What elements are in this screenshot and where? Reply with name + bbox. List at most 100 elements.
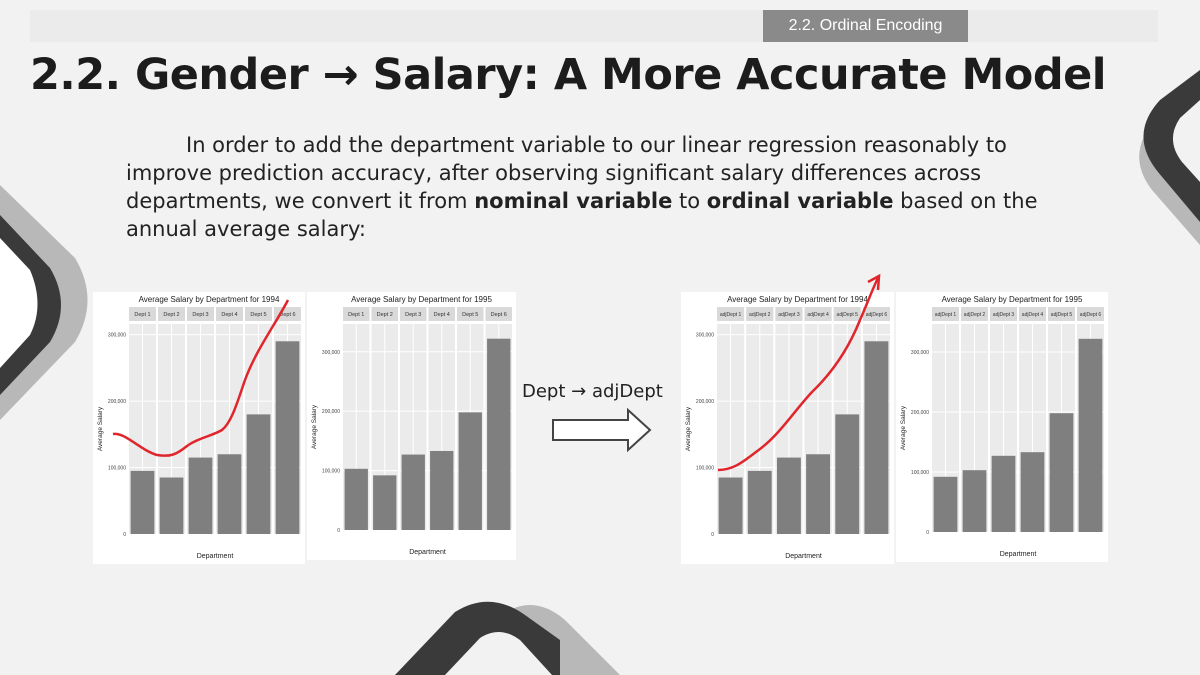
panel-label: adjDept 3: [993, 312, 1015, 318]
bar: [1078, 338, 1103, 532]
y-tick-label: 200,000: [696, 399, 714, 405]
para-text-2: to: [672, 189, 707, 213]
bar: [246, 414, 271, 534]
panel-strip: [371, 307, 398, 321]
bar: [344, 468, 368, 530]
description-paragraph: In order to add the department variable …: [126, 131, 1086, 243]
bar: [1049, 413, 1074, 532]
bar: [991, 455, 1016, 532]
panel-strip: [1048, 307, 1075, 321]
bar: [806, 454, 831, 534]
bar: [747, 470, 772, 534]
bar: [458, 412, 482, 530]
bar: [217, 454, 242, 534]
chart-1995-original: Average Salary by Department for 1995 Dep…: [307, 292, 516, 560]
bar: [159, 477, 184, 534]
section-badge: 2.2. Ordinal Encoding: [763, 10, 968, 42]
panel-label: Dept 5: [462, 312, 478, 318]
y-tick-label: 200,000: [322, 409, 340, 415]
panel-label: adjDept 3: [778, 312, 800, 318]
bar: [130, 470, 155, 534]
panel-strip: [1019, 307, 1046, 321]
panel-label: adjDept 2: [964, 312, 986, 318]
panel-label: adjDept 2: [749, 312, 771, 318]
bar: [188, 457, 213, 534]
transform-label: Dept → adjDept: [522, 381, 663, 402]
x-axis-label: Department: [1000, 551, 1037, 558]
bar: [430, 450, 454, 530]
bar: [864, 341, 889, 534]
y-tick-label: 0: [926, 530, 929, 536]
y-axis-label: Average Salary: [685, 406, 692, 451]
panel-label: Dept 6: [279, 312, 295, 318]
y-tick-label: 100,000: [322, 469, 340, 475]
y-tick-label: 200,000: [108, 399, 126, 405]
left-deco-white: [0, 238, 38, 368]
panel-strip: [961, 307, 988, 321]
bar: [835, 414, 860, 534]
top-bar: [30, 10, 1158, 42]
panel-label: adjDept 4: [1022, 312, 1044, 318]
panel-strip: [400, 307, 427, 321]
bar: [401, 454, 425, 530]
panel-label: Dept 1: [348, 312, 364, 318]
panel-label: Dept 4: [434, 312, 450, 318]
x-axis-label: Department: [409, 549, 446, 556]
y-tick-label: 200,000: [911, 410, 929, 416]
bar: [275, 341, 300, 534]
panel-label: adjDept 6: [1080, 312, 1102, 318]
bottom-deco-white: [445, 631, 552, 675]
panel-label: adjDept 5: [837, 312, 859, 318]
chart-1994-original: Average Salary by Department for 1994 Dep…: [93, 292, 305, 564]
panel-label: adjDept 4: [807, 312, 829, 318]
x-axis-label: Department: [197, 553, 234, 560]
panel-strip: [457, 307, 484, 321]
right-deco-dark: [1143, 70, 1200, 222]
bar: [487, 338, 511, 530]
para-bold-nominal: nominal variable: [474, 189, 673, 213]
x-axis-label: Department: [785, 553, 822, 560]
panel-strip: [990, 307, 1017, 321]
panel-label: adjDept 1: [720, 312, 742, 318]
panel-label: Dept 5: [250, 312, 266, 318]
chart-1994-adjusted: Average Salary by Department for 1994 adj…: [681, 292, 894, 564]
panel-strip: [1077, 307, 1104, 321]
y-axis-label: Average Salary: [900, 405, 907, 450]
slide-title: 2.2. Gender → Salary: A More Accurate Mo…: [30, 50, 1107, 100]
y-tick-label: 100,000: [108, 466, 126, 472]
y-axis-label: Average Salary: [97, 406, 104, 451]
chart-title: Average Salary by Department for 1995: [942, 295, 1083, 304]
y-tick-label: 0: [123, 532, 126, 538]
chart-1995-original-svg: Average Salary by Department for 1995 Dep…: [311, 295, 512, 556]
panel-label: Dept 4: [221, 312, 237, 318]
y-tick-label: 100,000: [696, 466, 714, 472]
y-tick-label: 300,000: [911, 350, 929, 356]
right-deco-white: [1172, 100, 1200, 182]
panel-strip: [428, 307, 455, 321]
chart-1994-original-svg: Average Salary by Department for 1994 Dep…: [97, 295, 301, 560]
para-text-1: In order to add the department variable …: [126, 133, 1007, 213]
panel-strip: [485, 307, 512, 321]
chart-title: Average Salary by Department for 1994: [139, 295, 280, 304]
para-bold-ordinal: ordinal variable: [706, 189, 894, 213]
y-tick-label: 0: [337, 528, 340, 534]
para-text-3: based on the annual average salary:: [126, 189, 1038, 241]
bar: [1020, 452, 1045, 532]
bar: [718, 477, 743, 534]
panel-strip: [932, 307, 959, 321]
chart-1995-adjusted: Average Salary by Department for 1995 adj…: [896, 292, 1108, 562]
panel-label: Dept 2: [163, 312, 179, 318]
panel-label: Dept 2: [377, 312, 393, 318]
y-tick-label: 0: [711, 532, 714, 538]
y-axis-label: Average Salary: [311, 404, 318, 449]
panel-strip: [343, 307, 370, 321]
chart-title: Average Salary by Department for 1994: [727, 295, 868, 304]
panel-label: Dept 1: [134, 312, 150, 318]
chart-1995-adjusted-svg: Average Salary by Department for 1995 adj…: [900, 295, 1104, 558]
panel-label: adjDept 1: [935, 312, 957, 318]
bar: [962, 470, 987, 532]
panel-label: adjDept 5: [1051, 312, 1073, 318]
panel-label: adjDept 6: [866, 312, 888, 318]
bar: [933, 476, 958, 532]
